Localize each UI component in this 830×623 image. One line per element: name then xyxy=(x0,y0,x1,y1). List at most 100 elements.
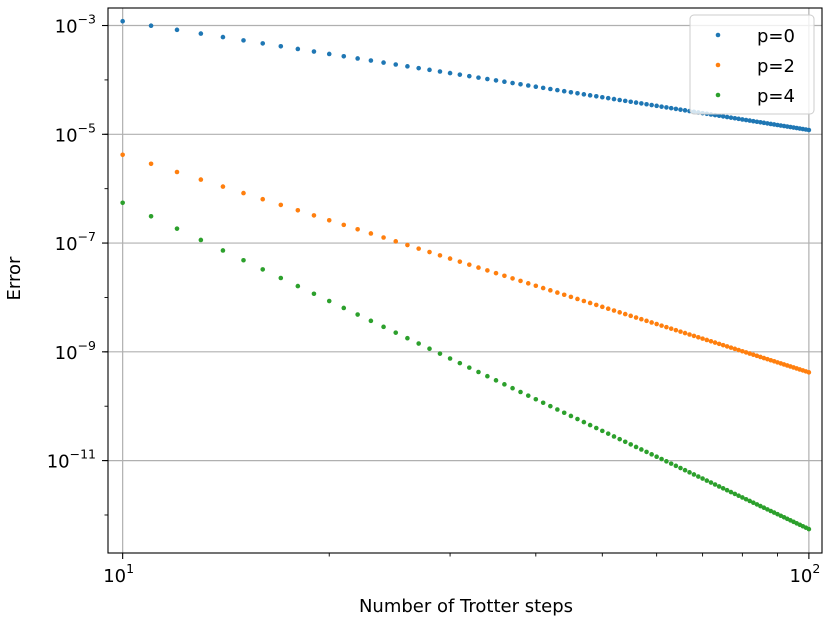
data-point xyxy=(485,76,490,82)
data-point xyxy=(622,98,628,104)
data-point xyxy=(540,85,546,91)
data-point xyxy=(761,355,767,361)
data-point xyxy=(518,81,523,87)
data-point xyxy=(633,315,639,320)
data-point xyxy=(457,259,463,264)
data-point xyxy=(198,31,204,36)
data-point xyxy=(724,344,730,349)
data-point xyxy=(751,352,756,358)
data-point xyxy=(664,459,669,464)
data-point xyxy=(740,117,745,122)
legend-box xyxy=(689,14,815,115)
data-point xyxy=(728,345,734,350)
data-point xyxy=(668,326,674,331)
data-point xyxy=(174,226,180,231)
data-point xyxy=(765,121,770,126)
data-point xyxy=(708,338,714,344)
data-point xyxy=(654,454,659,460)
data-point xyxy=(758,503,763,509)
data-point xyxy=(533,84,539,89)
data-point xyxy=(368,58,374,63)
data-point xyxy=(622,439,628,445)
legend-marker xyxy=(715,32,721,38)
data-point xyxy=(341,305,347,311)
data-point xyxy=(416,65,421,71)
legend-label: p=2 xyxy=(757,56,795,77)
data-point xyxy=(644,449,649,455)
data-point xyxy=(295,283,301,289)
y-tick-label-base: 10 xyxy=(55,17,78,38)
data-point xyxy=(708,480,714,485)
data-point xyxy=(120,200,125,206)
data-point xyxy=(673,327,679,333)
data-point xyxy=(743,496,749,502)
data-point xyxy=(806,370,812,375)
data-point xyxy=(687,332,692,337)
series-p=4 xyxy=(120,200,812,532)
data-point xyxy=(716,341,722,347)
data-point xyxy=(555,407,560,412)
data-point xyxy=(628,99,634,105)
series-p=2 xyxy=(120,152,812,375)
data-point xyxy=(493,378,499,383)
data-point xyxy=(148,161,154,167)
data-point xyxy=(617,436,622,442)
data-point xyxy=(311,49,317,54)
data-point xyxy=(540,285,546,291)
series-p=0 xyxy=(120,18,812,133)
data-point xyxy=(664,324,669,330)
data-point xyxy=(485,268,490,273)
data-point xyxy=(704,337,710,343)
data-point xyxy=(416,341,421,346)
data-point xyxy=(628,313,634,319)
data-point xyxy=(437,253,443,258)
y-tick-label-exponent: −3 xyxy=(78,12,96,27)
data-point xyxy=(736,116,741,122)
data-point xyxy=(761,120,767,126)
data-point xyxy=(120,152,125,158)
data-point xyxy=(605,95,611,101)
data-point xyxy=(682,330,688,336)
y-tick-label: 10−7 xyxy=(55,229,96,255)
data-point xyxy=(649,320,654,325)
data-point xyxy=(241,190,246,196)
data-point xyxy=(673,463,679,469)
legend-marker xyxy=(715,92,721,98)
axes-frame xyxy=(107,7,823,554)
data-point xyxy=(600,304,605,310)
data-point xyxy=(758,354,763,360)
data-point xyxy=(502,273,507,279)
data-point xyxy=(540,400,546,406)
data-point xyxy=(326,217,332,223)
data-point xyxy=(617,97,622,103)
data-point xyxy=(736,347,741,353)
data-point xyxy=(732,115,738,121)
data-point xyxy=(806,526,812,532)
data-point xyxy=(628,442,634,447)
data-point xyxy=(476,75,481,80)
data-point xyxy=(716,113,722,119)
data-point xyxy=(467,365,472,370)
data-point xyxy=(743,350,749,355)
data-point xyxy=(220,248,226,253)
data-point xyxy=(525,393,531,398)
data-point xyxy=(381,324,386,330)
y-tick-label-base: 10 xyxy=(47,452,70,473)
data-point xyxy=(561,410,567,416)
y-tick-label-base: 10 xyxy=(55,343,78,364)
data-point xyxy=(393,330,399,335)
data-point xyxy=(668,105,674,111)
data-point xyxy=(311,291,317,297)
data-point xyxy=(736,493,741,499)
data-point xyxy=(712,340,718,345)
data-point xyxy=(743,117,749,123)
data-point xyxy=(633,100,639,105)
data-point xyxy=(639,316,644,322)
data-point xyxy=(593,425,599,431)
data-point xyxy=(260,196,266,202)
data-point xyxy=(533,396,539,402)
data-point xyxy=(575,296,580,302)
data-point xyxy=(405,242,410,248)
legend-marker xyxy=(715,62,721,68)
data-point xyxy=(533,283,539,289)
